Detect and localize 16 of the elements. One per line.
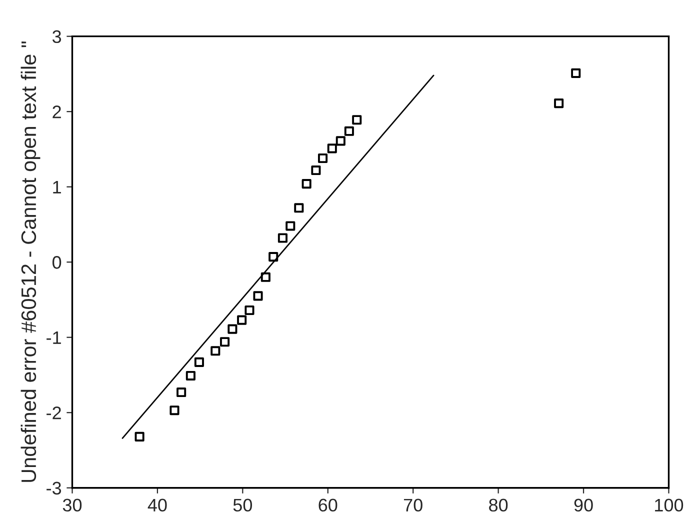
x-tick-label: 100 bbox=[655, 498, 684, 512]
x-tick-label: 60 bbox=[318, 498, 338, 512]
y-tick-label: 0 bbox=[52, 256, 62, 269]
x-tick-label: 40 bbox=[148, 498, 167, 512]
x-tick-label: 50 bbox=[233, 498, 252, 512]
x-tick-label: 90 bbox=[574, 498, 593, 512]
y-tick-label: -1 bbox=[46, 331, 61, 344]
x-tick-label: 80 bbox=[489, 498, 508, 512]
y-tick-label: 2 bbox=[52, 106, 61, 118]
y-tick-label: -3 bbox=[46, 482, 62, 495]
x-tick-label: 30 bbox=[62, 498, 82, 512]
y-axis-title: Undefined error #60512 - Cannot open text file " bbox=[20, 42, 40, 482]
y-tick-label: 3 bbox=[52, 30, 62, 44]
y-tick-label: -2 bbox=[46, 406, 61, 420]
x-tick-label: 70 bbox=[404, 498, 422, 512]
y-tick-label: 1 bbox=[53, 180, 61, 194]
